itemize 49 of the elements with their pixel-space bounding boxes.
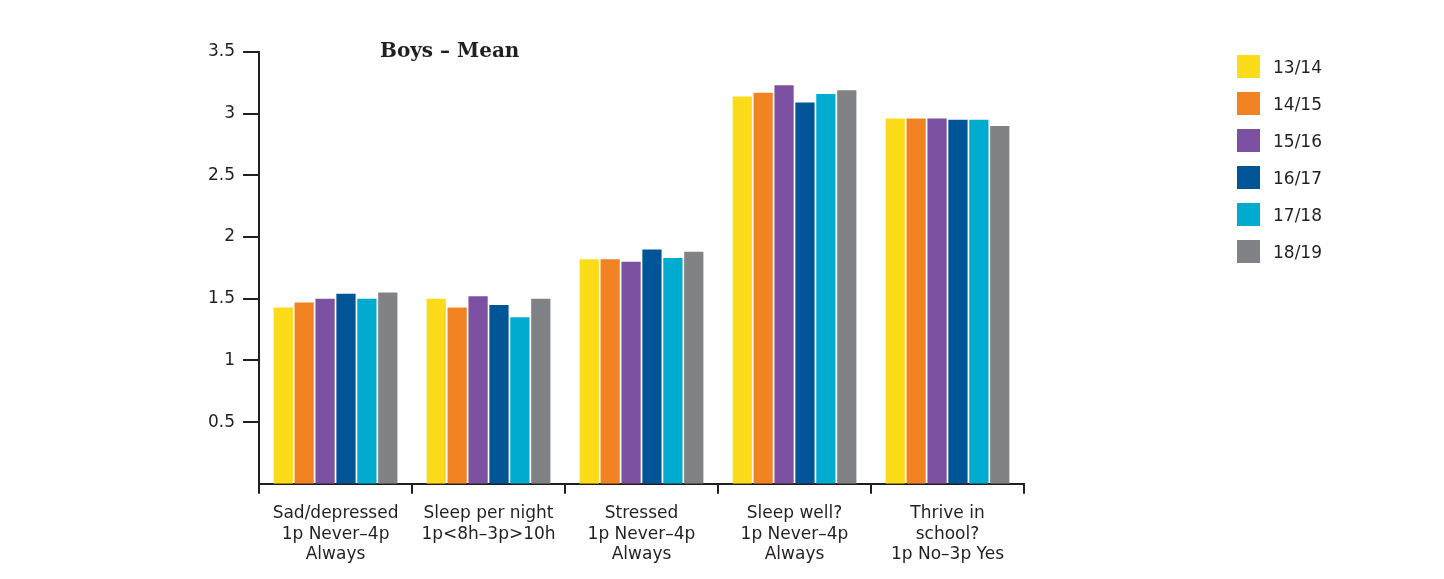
y-tick-label: 0.5 <box>207 410 236 431</box>
bar <box>426 298 446 484</box>
y-tick-label: 1.5 <box>207 287 236 308</box>
bar <box>990 126 1010 484</box>
x-tick-label: Stressed 1p Never–4p Always <box>587 502 696 564</box>
legend-label: 14/15 <box>1273 93 1322 114</box>
bar <box>795 102 815 484</box>
bar <box>663 258 683 484</box>
bar <box>642 249 662 484</box>
y-tick-label: 3 <box>224 102 236 123</box>
bar <box>885 118 905 484</box>
bar <box>378 292 398 484</box>
y-tick-label: 2.5 <box>207 163 236 184</box>
legend-label: 16/17 <box>1273 167 1322 188</box>
bar <box>489 304 509 484</box>
legend-label: 17/18 <box>1273 204 1322 225</box>
bar <box>753 92 773 484</box>
x-tick-label: Sad/depressed 1p Never–4p Always <box>272 502 399 564</box>
bar <box>510 317 530 484</box>
bar <box>357 298 377 484</box>
y-tick-label: 2 <box>224 225 236 246</box>
bar <box>684 251 704 484</box>
legend-label: 15/16 <box>1273 130 1322 151</box>
x-tick-label: Sleep well? 1p Never–4p Always <box>740 502 849 564</box>
bar <box>315 298 335 484</box>
x-tick-label: Sleep per night 1p<8h–3p>10h <box>421 502 556 543</box>
y-tick-label: 3.5 <box>207 40 236 61</box>
bar <box>294 302 314 484</box>
bar <box>273 307 293 484</box>
legend-label: 18/19 <box>1273 241 1322 262</box>
bar <box>621 261 641 484</box>
bar <box>906 118 926 484</box>
bar <box>732 96 752 484</box>
bar <box>948 119 968 484</box>
bar <box>447 307 467 484</box>
bar <box>927 118 947 484</box>
x-tick-label: Thrive in school? 1p No–3p Yes <box>890 502 1005 564</box>
bar <box>969 119 989 484</box>
y-tick-label: 1 <box>224 348 236 369</box>
chart-title: Boys – Mean <box>380 38 520 62</box>
bar <box>468 296 488 484</box>
bar <box>336 293 356 484</box>
legend-label: 13/14 <box>1273 56 1322 77</box>
bar <box>531 298 551 484</box>
bar <box>774 85 794 484</box>
bar <box>816 93 836 484</box>
bar <box>579 259 599 484</box>
bar <box>600 259 620 484</box>
bar <box>837 90 857 484</box>
